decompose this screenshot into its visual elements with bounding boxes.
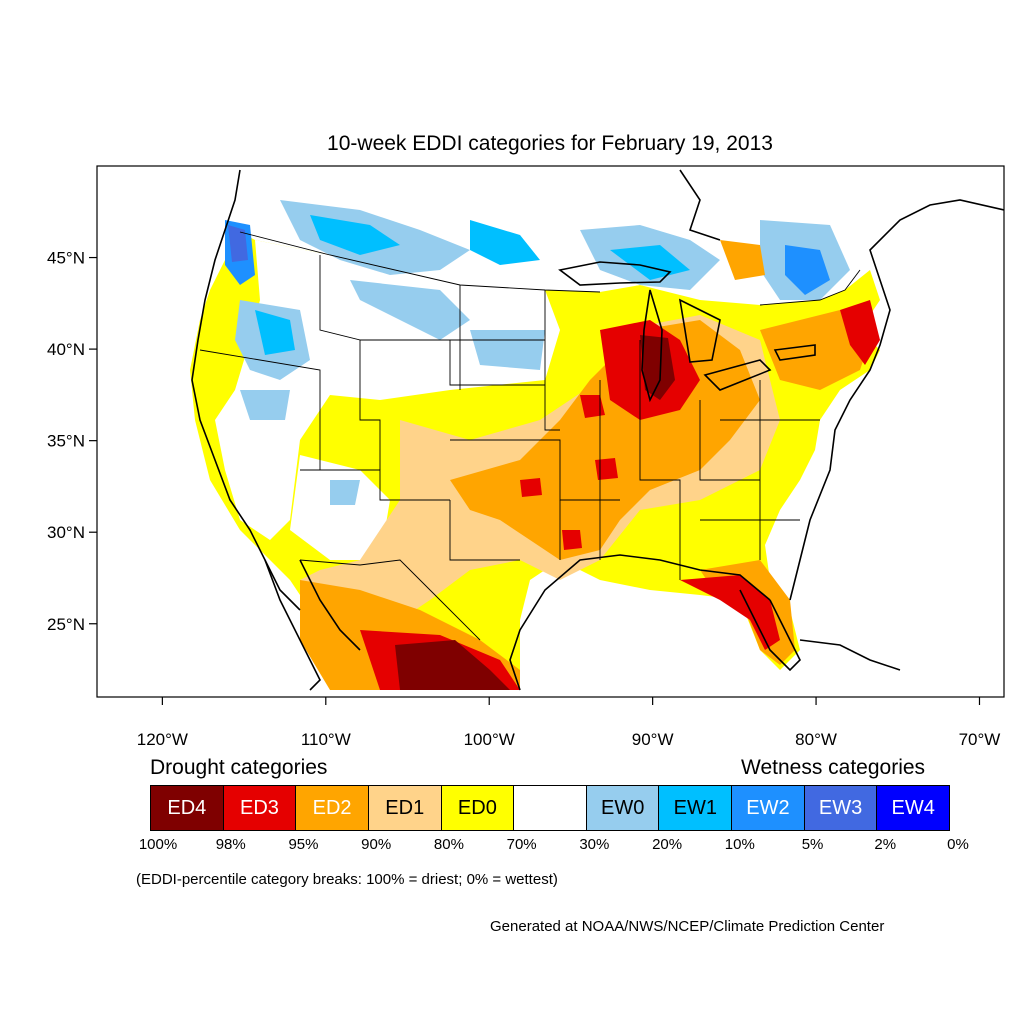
legend-break-label: 95%: [288, 836, 319, 853]
nevada-ew0: [240, 390, 290, 420]
baja-peninsula: [264, 559, 321, 691]
lake-erie: [703, 359, 772, 391]
legend-break-label: 10%: [724, 836, 755, 853]
legend-break-label: 70%: [506, 836, 537, 853]
legend-break-label: 100%: [138, 836, 178, 853]
great-lakes-superior: [558, 261, 672, 286]
lon-tick-label: 120°W: [137, 730, 188, 749]
legend-box-ed1: ED1: [367, 785, 442, 831]
lat-tick-label: 40°N: [47, 340, 85, 359]
legend-box-ed4: ED4: [150, 785, 224, 831]
lat-tick-label: 25°N: [47, 615, 85, 634]
lake-ontario: [773, 344, 816, 361]
kansas-ed3: [580, 395, 605, 418]
lat-tick-label: 30°N: [47, 523, 85, 542]
wetness-heading: Wetness categories: [741, 756, 926, 779]
lon-tick-label: 80°W: [795, 730, 837, 749]
northeast-border: [759, 269, 861, 306]
lon-tick-label: 70°W: [959, 730, 1001, 749]
lake-huron: [678, 298, 721, 363]
dakota-ew0: [470, 330, 545, 370]
legend-break-label: 98%: [215, 836, 246, 853]
longitude-axis: 120°W 110°W 100°W 90°W 80°W 70°W: [137, 697, 1001, 749]
map-title: 10-week EDDI categories for February 19,…: [327, 132, 773, 155]
map-frame: [96, 165, 1005, 698]
quebec-orange: [720, 240, 765, 280]
state-borders-layer: [199, 231, 861, 641]
southeast-ed3: [680, 575, 780, 650]
legend-box-ed2: ED2: [295, 785, 369, 831]
legend-box-ew3: EW3: [803, 785, 878, 831]
legend-box-ed3: ED3: [222, 785, 297, 831]
legend-box-ed0: ED0: [440, 785, 515, 831]
category-note: (EDDI-percentile category breaks: 100% =…: [136, 871, 558, 888]
legend-box-ew0: EW0: [585, 785, 660, 831]
west-coast: [191, 169, 301, 611]
latitude-axis: 45°N 40°N 35°N 30°N 25°N: [47, 249, 97, 634]
mexico-ed4: [395, 640, 510, 690]
lon-tick-label: 110°W: [301, 730, 351, 749]
quebec-ew2: [785, 245, 830, 295]
lat-tick-label: 35°N: [47, 432, 85, 451]
legend-box-neutral: [513, 785, 587, 831]
lon-tick-label: 90°W: [632, 730, 674, 749]
hudson-bay-coast: [679, 169, 721, 241]
legend-break-label: 2%: [874, 836, 897, 853]
michigan-ed4: [640, 335, 675, 400]
eddi-map: 45°N 40°N 35°N 30°N 25°N 120°W 110°W 100°W 90°W…: [47, 165, 1005, 749]
legend-box-ew1: EW1: [658, 785, 733, 831]
lon-tick-label: 100°W: [464, 730, 515, 749]
idaho-ew1: [255, 310, 295, 355]
pacific-nw-ew3: [228, 225, 248, 262]
legend-break-label: 5%: [801, 836, 824, 853]
legend-box-ew4: EW4: [876, 785, 951, 831]
legend-box-ew2: EW2: [731, 785, 805, 831]
legend-colorbar: ED4 ED3 ED2 ED1 ED0 EW0 EW1 EW2 EW3 EW4: [150, 785, 951, 831]
ozark-ed3: [595, 458, 618, 480]
lat-tick-label: 45°N: [47, 249, 85, 268]
florida: [739, 589, 801, 672]
drought-heading: Drought categories: [150, 756, 328, 779]
atlantic-ed3: [840, 300, 880, 365]
gulf-of-california: [299, 559, 361, 651]
louisiana-ed3: [562, 530, 582, 550]
legend-break-label: 20%: [652, 836, 683, 853]
texas-ed3: [520, 478, 542, 497]
canada-ew1-region-2: [470, 220, 540, 265]
east-coast: [789, 199, 1004, 601]
cuba: [799, 639, 901, 671]
coastline-layer: [191, 169, 1004, 691]
lake-michigan: [641, 289, 663, 403]
credit-line: Generated at NOAA/NWS/NCEP/Climate Predi…: [490, 918, 885, 935]
legend-break-label: 80%: [433, 836, 464, 853]
category-fill-layer: [190, 170, 880, 690]
legend-break-label: 90%: [361, 836, 392, 853]
montana-ew0: [350, 280, 470, 340]
legend-break-label: 0%: [947, 836, 969, 853]
legend-break-label: 30%: [579, 836, 610, 853]
neutral-southwest-region: [290, 455, 390, 560]
neutral-west-region: [215, 240, 560, 540]
canada-ew1-region-1: [310, 215, 400, 255]
arizona-ew0: [330, 480, 360, 505]
